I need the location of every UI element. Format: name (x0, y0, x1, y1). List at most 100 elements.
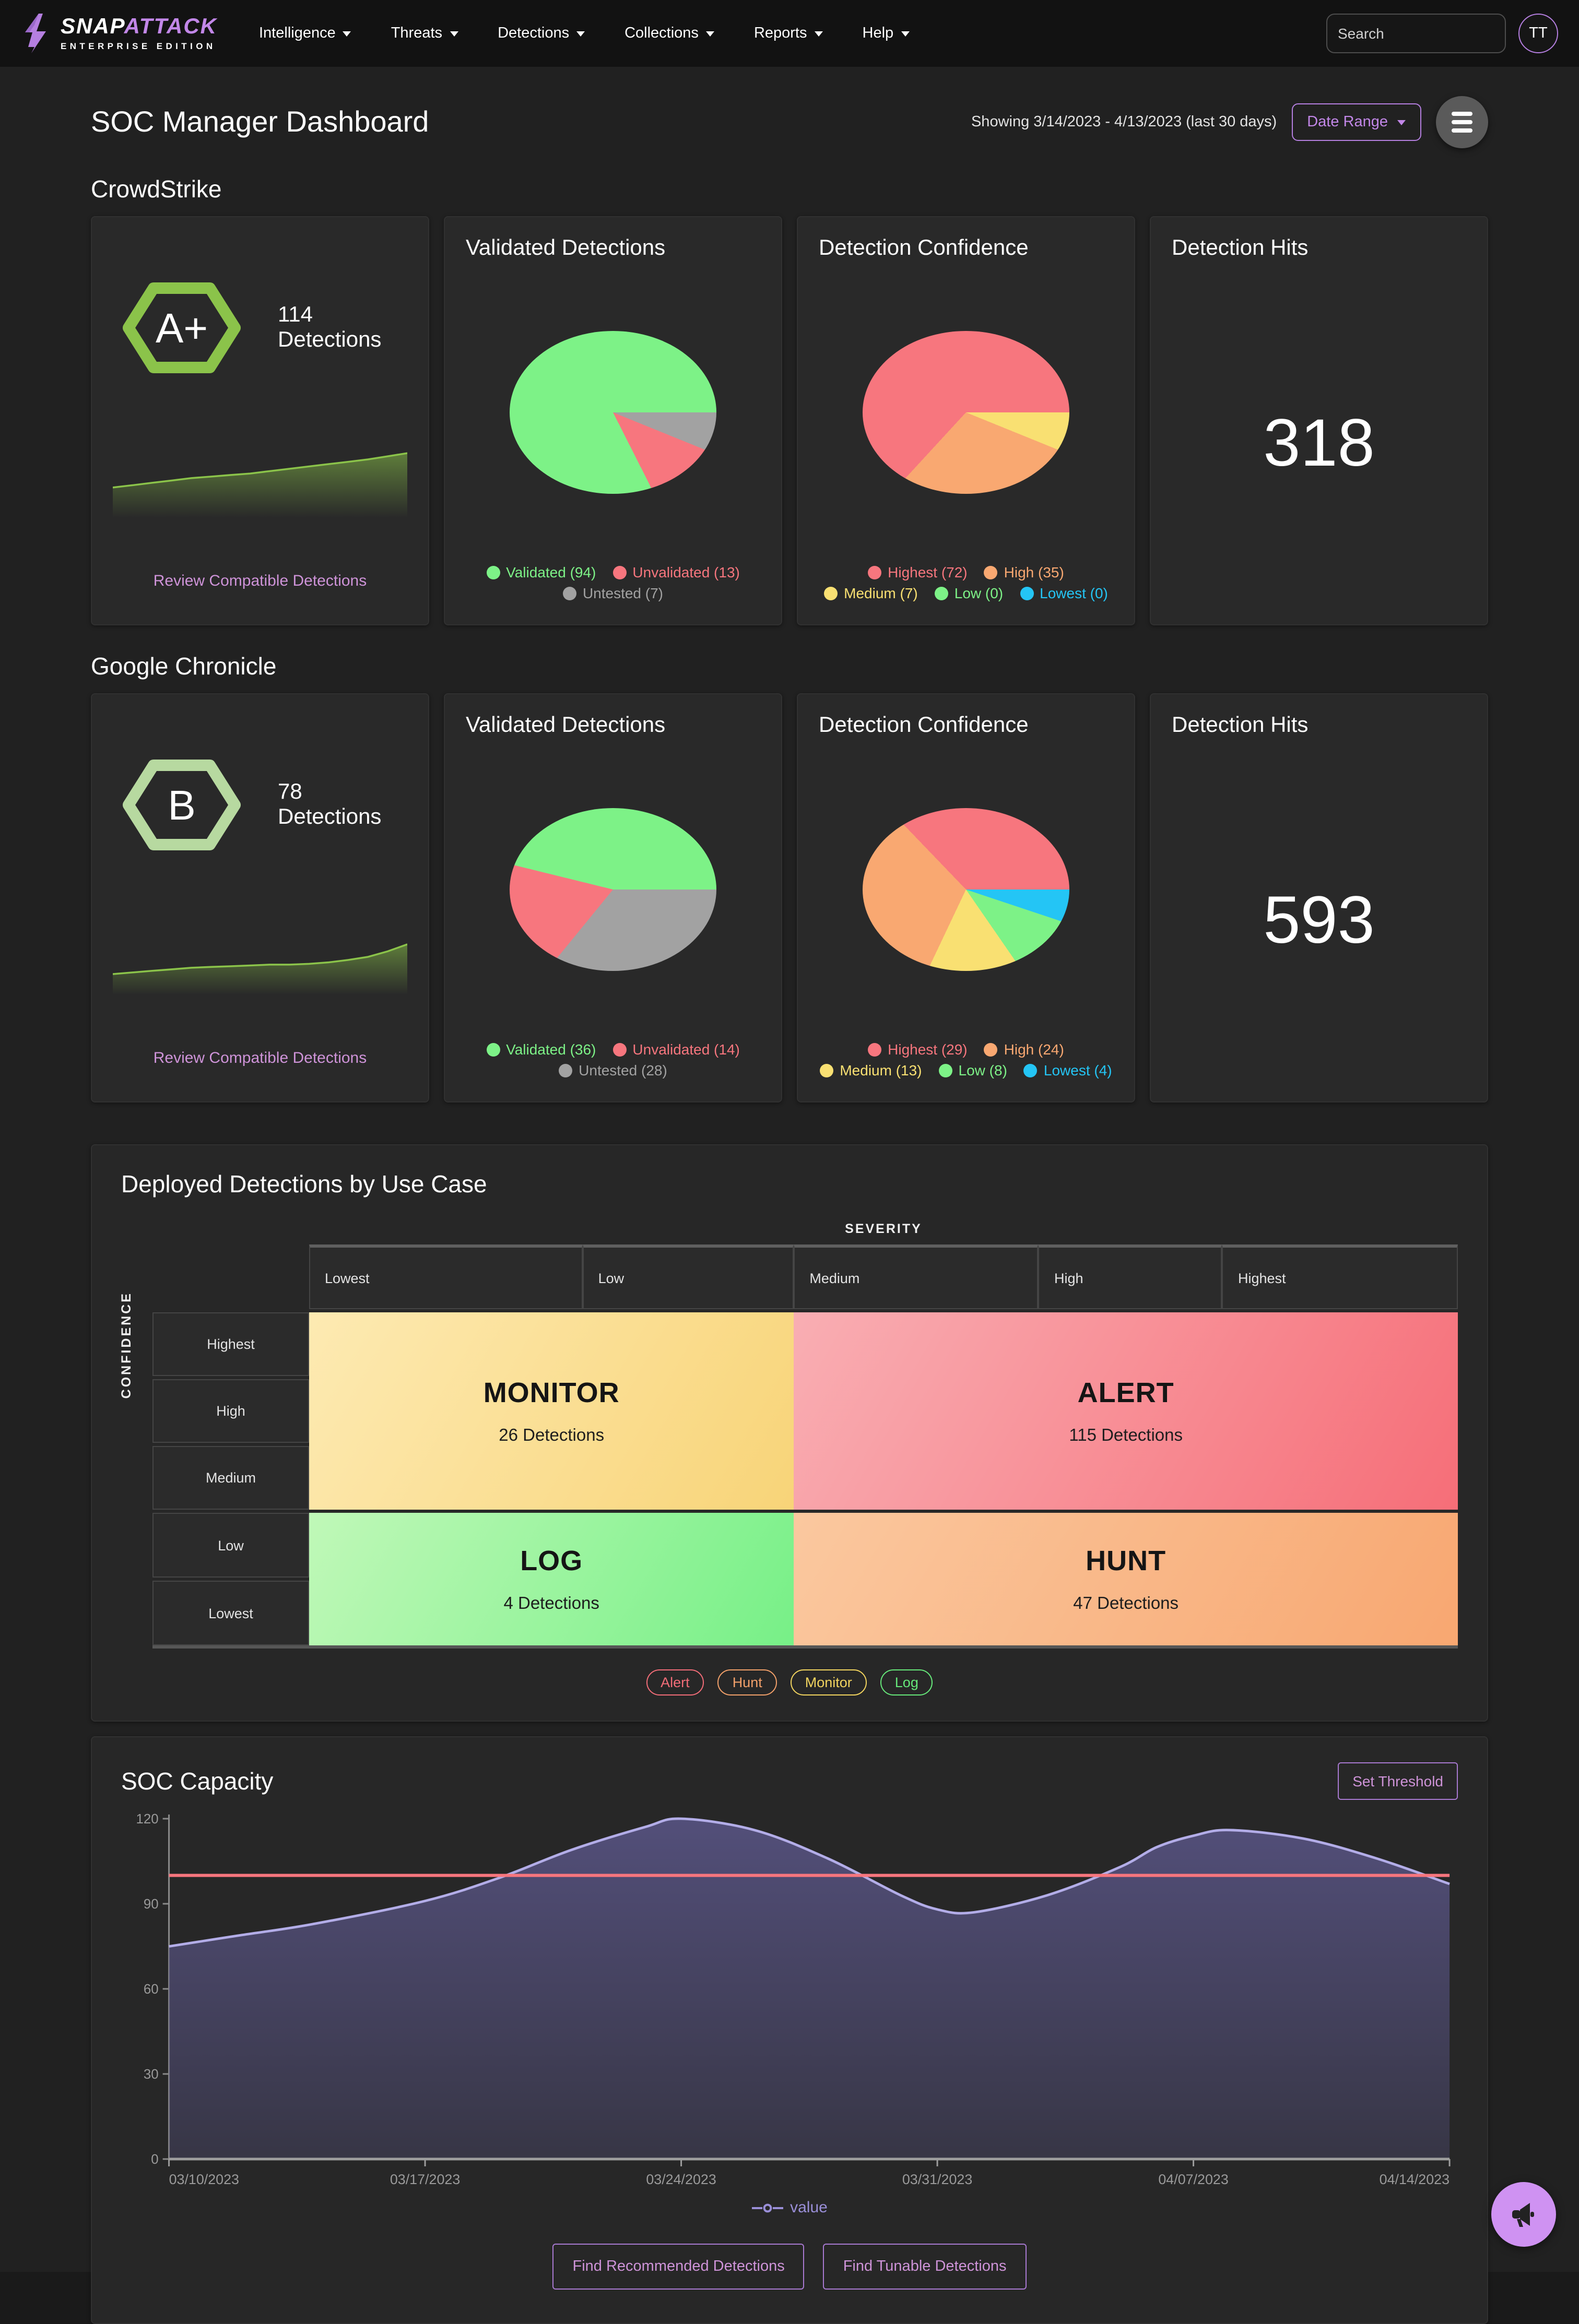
severity-col-high: High (1038, 1244, 1222, 1309)
panel-title: Deployed Detections by Use Case (121, 1170, 487, 1197)
top-navbar: SNAPATTACK ENTERPRISE EDITION Intelligen… (0, 0, 1579, 67)
confidence-pie-chart (863, 331, 1069, 494)
legend-dot (868, 565, 882, 579)
chart-legend[interactable]: value (121, 2199, 1458, 2216)
svg-text:03/10/2023: 03/10/2023 (169, 2172, 239, 2187)
date-range-button[interactable]: Date Range (1291, 103, 1421, 141)
menu-item-reports[interactable]: Reports (754, 25, 823, 42)
card-title: Detection Confidence (819, 236, 1029, 260)
legend-dot (824, 586, 838, 600)
announcements-fab[interactable] (1491, 2182, 1556, 2247)
legend-dot (984, 1042, 998, 1056)
legend-dot (1023, 1063, 1038, 1077)
severity-axis-label: SEVERITY (845, 1222, 922, 1236)
find-recommended-detections-button[interactable]: Find Recommended Detections (552, 2244, 805, 2290)
legend-dot (562, 586, 576, 600)
section-title-chronicle: Google Chronicle (91, 653, 277, 680)
legend-dot (868, 1042, 882, 1056)
chip-alert[interactable]: Alert (646, 1669, 704, 1695)
user-avatar[interactable]: TT (1518, 14, 1558, 53)
pie-legend: Highest (29) High (24) Medium (13) Low (… (819, 1041, 1113, 1078)
chronicle-validated-card: Validated Detections Validated (36) Unva… (444, 693, 782, 1102)
svg-text:120: 120 (136, 1812, 159, 1827)
snapattack-logo[interactable]: SNAPATTACK ENTERPRISE EDITION (21, 13, 217, 54)
review-compatible-detections-link[interactable]: Review Compatible Detections (153, 1049, 367, 1067)
quadrant-cell-hunt[interactable]: HUNT 47 Detections (794, 1513, 1458, 1645)
chip-monitor[interactable]: Monitor (790, 1669, 867, 1695)
chevron-down-icon (814, 31, 823, 36)
detections-sparkline (112, 903, 408, 995)
severity-col-low: Low (582, 1244, 794, 1309)
svg-text:03/31/2023: 03/31/2023 (902, 2172, 972, 2187)
card-title: Detection Confidence (819, 713, 1029, 737)
crowdstrike-confidence-card: Detection Confidence Highest (72) High (… (797, 216, 1135, 625)
quadrant-cell-alert[interactable]: ALERT 115 Detections (794, 1312, 1458, 1510)
svg-text:B: B (168, 782, 195, 828)
date-range-summary: Showing 3/14/2023 - 4/13/2023 (last 30 d… (971, 114, 1277, 131)
legend-dot (984, 565, 998, 579)
detection-hits-value: 318 (1263, 405, 1375, 481)
card-title: Validated Detections (466, 713, 666, 737)
crowdstrike-hits-card: Detection Hits 318 (1150, 216, 1488, 625)
confidence-row-medium: Medium (152, 1446, 309, 1510)
confidence-row-low: Low (152, 1513, 309, 1578)
section-title-crowdstrike: CrowdStrike (91, 175, 222, 203)
confidence-pie-chart (863, 808, 1069, 971)
svg-text:04/07/2023: 04/07/2023 (1158, 2172, 1228, 2187)
svg-text:03/24/2023: 03/24/2023 (646, 2172, 716, 2187)
chronicle-grade-card: B 78 Detections Review Compatible Detect… (91, 693, 429, 1102)
detections-sparkline (112, 426, 408, 518)
chronicle-confidence-card: Detection Confidence Highest (29) High (… (797, 693, 1135, 1102)
soc-capacity-panel: SOC Capacity Set Threshold 0 30 60 90 12… (91, 1736, 1488, 2324)
logo-wordmark: SNAPATTACK (61, 15, 217, 39)
legend-dot (1020, 586, 1034, 600)
lightning-bolt-icon (25, 14, 46, 53)
menu-item-detections[interactable]: Detections (498, 25, 585, 42)
menu-item-intelligence[interactable]: Intelligence (259, 25, 351, 42)
legend-dot (559, 1063, 573, 1077)
menu-item-help[interactable]: Help (863, 25, 910, 42)
card-title: Detection Hits (1172, 236, 1309, 260)
soc-capacity-area-chart: 0 30 60 90 120 03/10/2023 03/17/2023 03/… (121, 1808, 1458, 2197)
svg-text:60: 60 (144, 1982, 159, 1997)
pie-legend: Highest (72) High (35) Medium (7) Low (0… (819, 564, 1113, 601)
chevron-down-icon (343, 31, 351, 36)
validated-pie-chart (510, 808, 716, 971)
panel-title: SOC Capacity (121, 1767, 274, 1794)
menu-item-threats[interactable]: Threats (391, 25, 458, 42)
logo-subtitle: ENTERPRISE EDITION (61, 41, 216, 52)
card-title: Validated Detections (466, 236, 666, 260)
chronicle-hits-card: Detection Hits 593 (1150, 693, 1488, 1102)
grade-badge-icon: A+ (121, 278, 242, 378)
svg-text:04/14/2023: 04/14/2023 (1380, 2172, 1450, 2187)
legend-dot (612, 1042, 627, 1056)
chip-hunt[interactable]: Hunt (717, 1669, 777, 1695)
detection-hits-value: 593 (1263, 882, 1375, 958)
legend-dot (612, 565, 627, 579)
svg-text:90: 90 (144, 1897, 159, 1912)
svg-text:30: 30 (144, 2067, 159, 2082)
chip-log[interactable]: Log (880, 1669, 933, 1695)
menu-item-collections[interactable]: Collections (624, 25, 714, 42)
validated-pie-chart (510, 331, 716, 494)
quadrant-cell-log[interactable]: LOG 4 Detections (309, 1513, 794, 1645)
crowdstrike-validated-card: Validated Detections Validated (94) Unva… (444, 216, 782, 625)
find-tunable-detections-button[interactable]: Find Tunable Detections (823, 2244, 1027, 2290)
legend-marker-icon (751, 2203, 783, 2212)
confidence-axis-label: CONFIDENCE (119, 1291, 134, 1399)
pie-legend: Validated (36) Unvalidated (14) Untested… (466, 1041, 760, 1078)
dashboard-menu-button[interactable] (1436, 96, 1488, 148)
legend-dot (486, 1042, 500, 1056)
grade-badge-icon: B (121, 755, 242, 855)
search-input[interactable] (1338, 25, 1527, 42)
chevron-down-icon (1397, 120, 1406, 125)
use-case-legend: Alert Hunt Monitor Log (121, 1669, 1458, 1695)
svg-text:0: 0 (151, 2152, 158, 2167)
search-box[interactable] (1326, 14, 1527, 53)
severity-col-medium: Medium (794, 1244, 1039, 1309)
review-compatible-detections-link[interactable]: Review Compatible Detections (153, 572, 367, 590)
chevron-down-icon (576, 31, 585, 36)
set-threshold-button[interactable]: Set Threshold (1338, 1762, 1458, 1800)
legend-dot (820, 1063, 834, 1077)
quadrant-cell-monitor[interactable]: MONITOR 26 Detections (309, 1312, 794, 1510)
